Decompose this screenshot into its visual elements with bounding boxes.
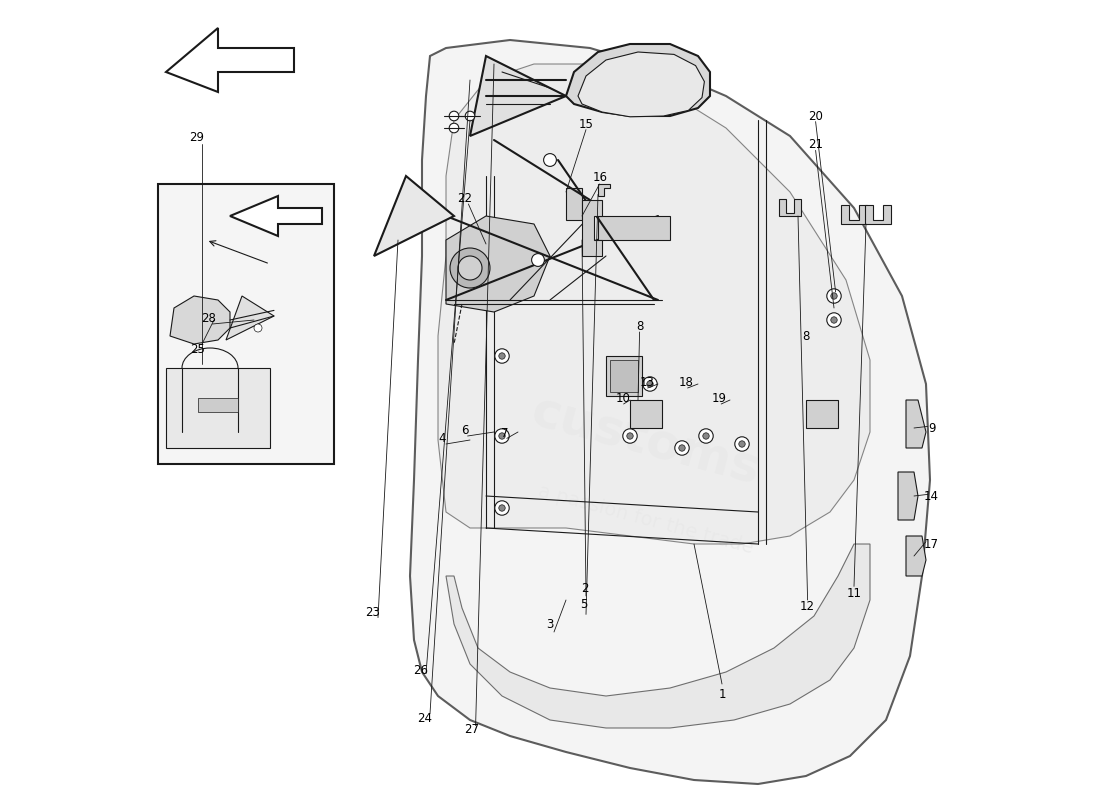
Text: 23: 23	[365, 606, 380, 618]
Bar	[610, 360, 638, 392]
Text: 3: 3	[547, 618, 553, 630]
Polygon shape	[470, 56, 566, 136]
Text: 8: 8	[636, 320, 644, 333]
Circle shape	[498, 505, 505, 511]
Text: 7: 7	[500, 427, 508, 440]
Text: 28: 28	[201, 312, 216, 325]
Circle shape	[827, 289, 842, 303]
Text: 8: 8	[802, 330, 810, 342]
Text: 15: 15	[579, 118, 593, 130]
Bar	[166, 368, 270, 448]
Text: customs: customs	[526, 386, 766, 494]
Text: 26: 26	[412, 664, 428, 677]
Text: 9: 9	[928, 422, 935, 435]
Text: 4: 4	[438, 432, 446, 445]
Polygon shape	[166, 28, 294, 92]
Polygon shape	[898, 472, 918, 520]
Circle shape	[543, 154, 557, 166]
Text: 6: 6	[461, 424, 469, 437]
Circle shape	[830, 317, 837, 323]
Bar	[158, 184, 334, 464]
Polygon shape	[566, 44, 710, 116]
Circle shape	[450, 248, 490, 288]
Polygon shape	[374, 176, 454, 256]
Polygon shape	[842, 205, 867, 224]
Circle shape	[498, 433, 505, 439]
Text: 29: 29	[189, 131, 204, 144]
Circle shape	[827, 313, 842, 327]
Polygon shape	[779, 199, 801, 216]
Text: 19: 19	[712, 392, 727, 405]
Polygon shape	[446, 216, 550, 312]
Text: 18: 18	[679, 376, 693, 389]
Circle shape	[465, 111, 475, 121]
Circle shape	[495, 429, 509, 443]
Circle shape	[449, 123, 459, 133]
Text: 10: 10	[616, 392, 631, 405]
Polygon shape	[438, 64, 870, 544]
Circle shape	[679, 445, 685, 451]
Circle shape	[674, 441, 690, 455]
Circle shape	[703, 433, 710, 439]
Circle shape	[531, 254, 544, 266]
Polygon shape	[598, 184, 611, 196]
Polygon shape	[410, 40, 930, 784]
Text: 27: 27	[464, 723, 480, 736]
Bar	[566, 188, 582, 220]
Bar	[598, 216, 670, 240]
Polygon shape	[866, 205, 891, 224]
Polygon shape	[578, 52, 704, 117]
Circle shape	[830, 293, 837, 299]
Polygon shape	[906, 536, 926, 576]
Circle shape	[495, 501, 509, 515]
Polygon shape	[170, 296, 230, 344]
Text: 20: 20	[808, 110, 823, 122]
Circle shape	[627, 433, 634, 439]
Text: 1: 1	[718, 688, 726, 701]
Text: 25: 25	[190, 343, 206, 356]
Circle shape	[623, 429, 637, 443]
Text: 12: 12	[800, 600, 815, 613]
Circle shape	[498, 353, 505, 359]
Text: 5: 5	[580, 598, 587, 611]
Text: 24: 24	[417, 712, 432, 725]
Polygon shape	[906, 400, 926, 448]
Polygon shape	[582, 200, 602, 256]
Circle shape	[254, 324, 262, 332]
Bar	[198, 398, 238, 412]
Polygon shape	[226, 296, 274, 340]
Circle shape	[698, 429, 713, 443]
Text: 16: 16	[593, 171, 608, 184]
Text: 21: 21	[808, 138, 823, 150]
Bar	[806, 400, 838, 428]
Polygon shape	[446, 544, 870, 728]
Circle shape	[584, 202, 596, 214]
Circle shape	[458, 256, 482, 280]
Circle shape	[642, 377, 657, 391]
Circle shape	[495, 349, 509, 363]
Text: 13: 13	[640, 376, 654, 389]
Text: 22: 22	[456, 192, 472, 205]
Bar	[606, 356, 642, 396]
Circle shape	[739, 441, 745, 447]
Circle shape	[449, 111, 459, 121]
Text: 17: 17	[924, 538, 939, 550]
Text: 2: 2	[581, 582, 589, 594]
Circle shape	[647, 381, 653, 387]
Polygon shape	[230, 196, 322, 236]
Bar	[630, 400, 662, 428]
Text: 11: 11	[847, 587, 861, 600]
Circle shape	[735, 437, 749, 451]
Text: 14: 14	[924, 490, 939, 502]
Text: a passion for the trade: a passion for the trade	[537, 482, 756, 558]
